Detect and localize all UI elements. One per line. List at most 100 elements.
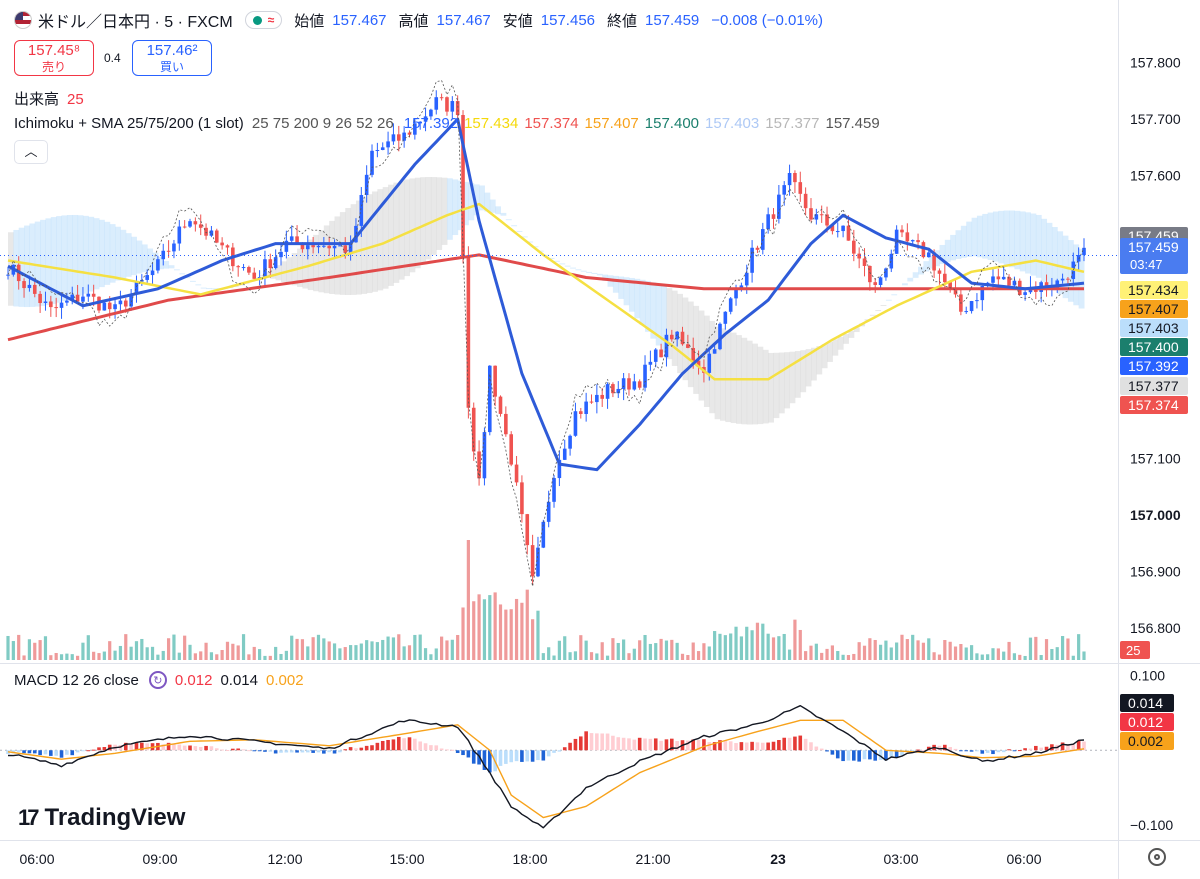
macd-hist-bar — [520, 750, 524, 762]
candle-body — [787, 173, 792, 186]
market-status-pill[interactable]: ≈ — [244, 11, 283, 29]
cloud-segment — [934, 250, 940, 267]
macd-hist-bar — [32, 750, 37, 754]
candle-body — [198, 224, 203, 228]
macd-hist-bar — [54, 750, 58, 756]
candle-body — [964, 311, 969, 313]
tradingview-logo[interactable]: 17 TradingView — [18, 804, 185, 832]
macd-hist-bar — [22, 750, 26, 754]
symbol-title[interactable]: 米ドル／日本円 · 5 · FXCM — [38, 14, 233, 31]
candle-body — [86, 293, 91, 297]
candle-body — [1076, 255, 1081, 262]
candle-body — [718, 323, 722, 350]
cloud-segment — [912, 272, 919, 278]
cloud-segment — [832, 339, 839, 356]
market-open-dot-icon — [252, 15, 262, 25]
indicator-value: 157.374 — [524, 115, 579, 132]
cloud-segment — [875, 310, 882, 312]
macd-hist-bar — [589, 733, 594, 751]
buy-button[interactable]: 157.46² 買い — [132, 40, 212, 76]
cloud-segment — [168, 265, 175, 269]
candle-body — [803, 193, 808, 209]
cloud-segment — [409, 178, 416, 273]
macd-hist-bar — [241, 749, 246, 751]
sell-button[interactable]: 157.45⁸ 売り — [14, 40, 94, 76]
cloud-segment — [1019, 211, 1026, 272]
cloud-segment — [955, 230, 962, 259]
price-tick-label: 156.800 — [1130, 620, 1181, 636]
cloud-segment — [719, 328, 726, 421]
cloud-segment — [885, 299, 892, 301]
candle-body — [477, 451, 481, 479]
macd-hist-bar — [755, 742, 760, 751]
volume-bar — [841, 654, 845, 660]
candle-body — [509, 434, 514, 465]
cloud-segment — [495, 206, 501, 215]
candle-body — [493, 365, 497, 397]
macd-hist-bar — [231, 748, 235, 751]
volume-bar — [488, 595, 492, 660]
cloud-segment — [420, 177, 427, 264]
macd-hist-bar — [670, 738, 674, 751]
volume-bar — [102, 651, 106, 660]
volume-bar — [996, 648, 1000, 660]
volume-bar — [204, 642, 208, 660]
candle-body — [487, 365, 492, 433]
cloud-segment — [414, 177, 421, 269]
candle-body — [225, 245, 230, 248]
candle-body — [1082, 247, 1086, 256]
countdown-label: 03:47 — [1130, 257, 1163, 272]
cloud-segment — [655, 284, 662, 346]
volume-bar — [440, 636, 444, 660]
settings-gear-icon[interactable] — [1148, 848, 1166, 866]
macd-hist-bar — [1012, 750, 1017, 752]
candle-body — [932, 252, 936, 271]
candle-body — [825, 214, 829, 226]
macd-hist-bar — [643, 738, 647, 751]
candle-body — [980, 286, 985, 301]
macd-signal-value: 0.002 — [266, 671, 304, 689]
candle-body — [423, 116, 428, 122]
price-tick-label: 157.800 — [1130, 55, 1181, 71]
cloud-segment — [725, 330, 732, 423]
macd-legend[interactable]: MACD 12 26 close ↻ 0.012 0.014 0.002 — [14, 671, 304, 689]
cloud-segment — [195, 284, 202, 286]
sell-price: 157.45⁸ — [27, 42, 81, 59]
cloud-segment — [671, 290, 678, 366]
volume-bar — [1034, 636, 1038, 660]
macd-hist-bar — [311, 750, 315, 753]
volume-bar — [1050, 648, 1054, 660]
collapse-legend-button[interactable]: ︿ — [14, 140, 48, 164]
price-axis-label-bg — [1120, 300, 1188, 318]
cloud-segment — [596, 273, 603, 276]
macd-hist-bar — [707, 742, 712, 751]
volume-bar — [520, 602, 524, 660]
volume-bar — [723, 635, 727, 660]
candle-body — [43, 301, 48, 304]
volume-bar — [809, 645, 813, 660]
macd-hist-bar — [969, 750, 974, 752]
macd-hist-bar — [140, 742, 144, 751]
volume-bar — [964, 647, 968, 660]
indicator-params: 25 75 200 9 26 52 26 — [251, 115, 394, 132]
macd-hist-bar — [889, 750, 894, 757]
cloud-segment — [72, 214, 79, 298]
cloud-segment — [88, 216, 95, 292]
candle-body — [263, 259, 267, 278]
volume-bar — [846, 655, 851, 660]
macd-axis-label-bg — [1120, 713, 1174, 731]
volume-legend[interactable]: 出来高 25 — [14, 88, 84, 109]
macd-hist-bar — [423, 743, 428, 751]
indicator-legend[interactable]: Ichimoku + SMA 25/75/200 (1 slot) 25 75 … — [14, 115, 880, 132]
macd-hist-bar — [81, 750, 85, 752]
candle-body — [455, 101, 460, 116]
volume-bar — [787, 649, 792, 660]
macd-hist-bar — [1060, 742, 1065, 751]
refresh-cycle-icon[interactable]: ↻ — [148, 671, 167, 689]
volume-bar — [472, 601, 476, 660]
volume-bar — [643, 634, 647, 660]
macd-hist-bar — [637, 737, 642, 751]
candle-body — [835, 231, 840, 233]
macd-hist-bar — [691, 739, 696, 751]
